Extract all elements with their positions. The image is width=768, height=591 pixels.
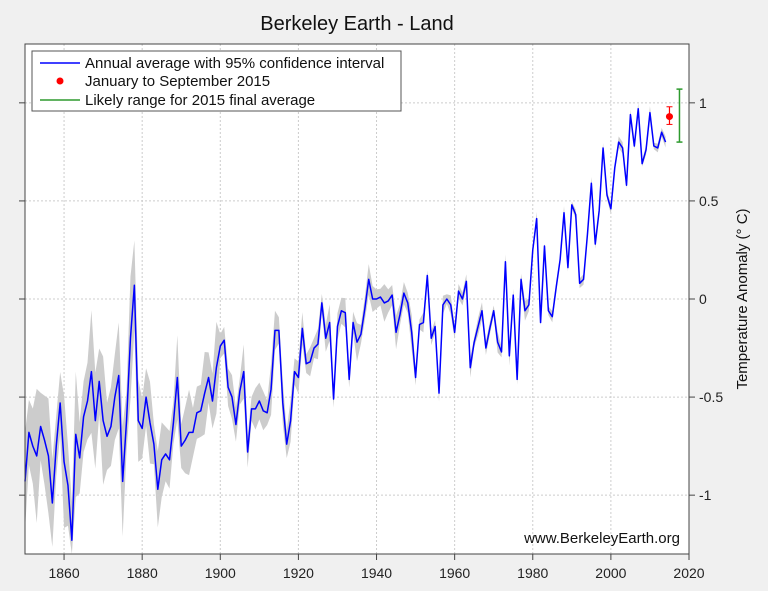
- x-tick-label: 2000: [595, 565, 626, 581]
- y-tick-label: -1: [699, 487, 712, 503]
- legend-entry-annual: Annual average with 95% confidence inter…: [85, 55, 384, 72]
- x-tick-label: 1860: [48, 565, 79, 581]
- y-tick-label: 1: [699, 95, 707, 111]
- x-tick-label: 2020: [673, 565, 704, 581]
- chart-title: Berkeley Earth - Land: [260, 13, 453, 35]
- y-tick-label: 0: [699, 291, 707, 307]
- watermark: www.BerkeleyEarth.org: [523, 530, 680, 547]
- x-tick-label: 1940: [361, 565, 392, 581]
- axis-ticks: 1860 1880 1900 1920 1940 1960 1980 2000 2020 -1 -0…: [19, 95, 723, 581]
- legend-point-swatch: [56, 77, 64, 85]
- y-axis-label: Temperature Anomaly (° C): [734, 208, 751, 389]
- grid: [25, 44, 689, 554]
- y-tick-label: 0.5: [699, 193, 719, 209]
- x-tick-label: 1980: [517, 565, 548, 581]
- legend-entry-2015: January to September 2015: [85, 73, 270, 90]
- x-tick-label: 1960: [439, 565, 470, 581]
- legend-box: [31, 50, 402, 112]
- annual-average-line: [24, 107, 667, 542]
- 2015-point: [665, 113, 673, 121]
- legend: Annual average with 95% confidence inter…: [31, 50, 402, 112]
- y-tick-label: -0.5: [699, 389, 723, 405]
- 2015-markers: [665, 88, 683, 143]
- x-tick-label: 1880: [127, 565, 158, 581]
- x-tick-label: 1920: [283, 565, 314, 581]
- x-tick-label: 1900: [205, 565, 236, 581]
- legend-entry-range: Likely range for 2015 final average: [85, 92, 315, 109]
